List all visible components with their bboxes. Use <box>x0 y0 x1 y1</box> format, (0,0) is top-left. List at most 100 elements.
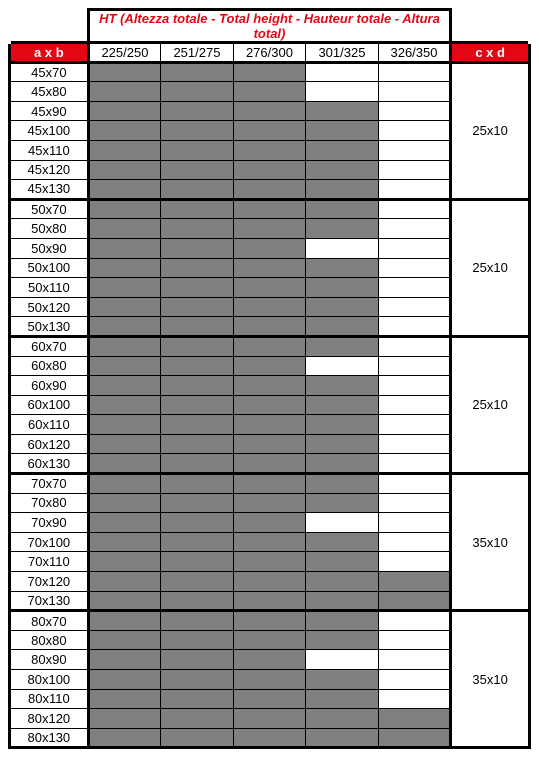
data-cell <box>161 728 234 748</box>
data-cell <box>161 140 234 160</box>
data-cell <box>88 670 161 690</box>
data-cell <box>88 199 161 219</box>
data-cell <box>378 101 451 121</box>
row-label: 60x80 <box>10 356 89 376</box>
data-cell <box>378 572 451 592</box>
row-label: 80x90 <box>10 650 89 670</box>
data-cell <box>88 160 161 180</box>
data-cell <box>378 415 451 435</box>
data-cell <box>233 552 306 572</box>
data-cell <box>161 121 234 141</box>
row-label: 45x120 <box>10 160 89 180</box>
col-2: 276/300 <box>233 43 306 63</box>
data-cell <box>306 670 379 690</box>
data-cell <box>88 395 161 415</box>
data-cell <box>378 258 451 278</box>
data-cell <box>161 474 234 494</box>
data-cell <box>88 336 161 356</box>
data-cell <box>88 689 161 709</box>
row-label: 45x110 <box>10 140 89 160</box>
data-cell <box>306 415 379 435</box>
data-cell <box>378 297 451 317</box>
data-cell <box>233 258 306 278</box>
data-cell <box>378 670 451 690</box>
data-cell <box>88 572 161 592</box>
row-label: 50x120 <box>10 297 89 317</box>
data-cell <box>306 317 379 337</box>
data-cell <box>306 62 379 82</box>
data-cell <box>88 62 161 82</box>
data-cell <box>233 611 306 631</box>
data-cell <box>233 140 306 160</box>
data-cell <box>161 238 234 258</box>
data-cell <box>378 474 451 494</box>
data-cell <box>161 591 234 611</box>
data-cell <box>306 297 379 317</box>
row-label: 70x70 <box>10 474 89 494</box>
data-cell <box>233 728 306 748</box>
data-cell <box>161 160 234 180</box>
data-cell <box>88 513 161 533</box>
data-cell <box>88 474 161 494</box>
data-cell <box>88 415 161 435</box>
data-cell <box>88 317 161 337</box>
data-cell <box>306 572 379 592</box>
data-cell <box>88 180 161 200</box>
data-cell <box>88 238 161 258</box>
row-label: 60x90 <box>10 376 89 396</box>
data-cell <box>233 278 306 298</box>
row-label: 80x120 <box>10 709 89 729</box>
data-cell <box>161 670 234 690</box>
data-cell <box>233 670 306 690</box>
data-cell <box>378 238 451 258</box>
row-label: 80x110 <box>10 689 89 709</box>
data-cell <box>233 591 306 611</box>
data-cell <box>161 415 234 435</box>
data-cell <box>161 434 234 454</box>
data-cell <box>378 728 451 748</box>
data-cell <box>161 572 234 592</box>
data-cell <box>306 376 379 396</box>
row-label: 45x130 <box>10 180 89 200</box>
data-cell <box>306 140 379 160</box>
data-cell <box>378 611 451 631</box>
data-cell <box>88 728 161 748</box>
row-label: 60x110 <box>10 415 89 435</box>
cxd-value: 35x10 <box>451 611 530 748</box>
data-cell <box>306 689 379 709</box>
data-cell <box>161 513 234 533</box>
data-cell <box>306 356 379 376</box>
data-cell <box>306 199 379 219</box>
data-cell <box>233 689 306 709</box>
row-label: 70x80 <box>10 493 89 513</box>
data-cell <box>233 709 306 729</box>
row-label: 50x80 <box>10 219 89 239</box>
data-cell <box>88 611 161 631</box>
data-cell <box>161 611 234 631</box>
header-cxd: c x d <box>451 43 530 63</box>
data-cell <box>88 376 161 396</box>
data-cell <box>306 532 379 552</box>
data-cell <box>378 454 451 474</box>
data-cell <box>378 493 451 513</box>
data-cell <box>233 297 306 317</box>
data-cell <box>88 82 161 102</box>
data-cell <box>233 199 306 219</box>
data-cell <box>88 140 161 160</box>
data-cell <box>306 395 379 415</box>
data-cell <box>378 278 451 298</box>
cxd-value: 25x10 <box>451 336 530 473</box>
data-cell <box>161 376 234 396</box>
data-cell <box>378 140 451 160</box>
spacer-top-left <box>10 10 89 43</box>
data-cell <box>161 454 234 474</box>
data-cell <box>161 630 234 650</box>
row-label: 45x100 <box>10 121 89 141</box>
data-cell <box>233 493 306 513</box>
row-label: 80x130 <box>10 728 89 748</box>
data-cell <box>306 219 379 239</box>
data-cell <box>88 258 161 278</box>
row-label: 45x90 <box>10 101 89 121</box>
data-cell <box>161 552 234 572</box>
data-cell <box>233 219 306 239</box>
